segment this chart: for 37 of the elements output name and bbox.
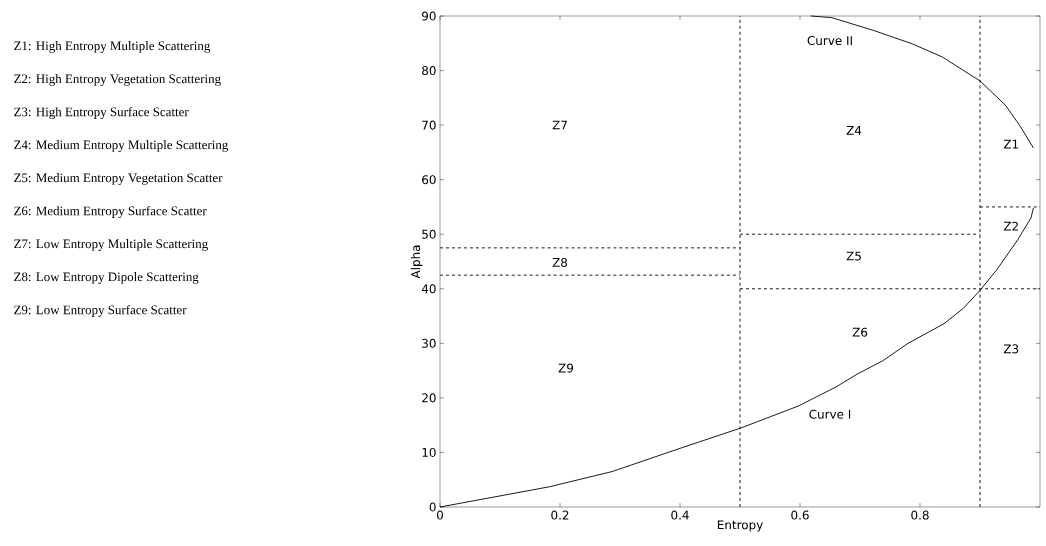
text: Z1: High Entropy Multiple Scattering	[14, 41, 211, 53]
text: Z4: Medium Entropy Multiple Scattering	[14, 140, 229, 152]
y-tick-label: 30	[422, 338, 436, 348]
annotation: Curve II	[807, 36, 852, 46]
text: Z9: Low Entropy Surface Scatter	[14, 305, 187, 317]
y-tick-label: 40	[421, 284, 436, 294]
annotation: Z3	[1003, 344, 1019, 354]
annotation: Z8	[552, 257, 568, 268]
y-axis-title: Alpha	[410, 245, 423, 279]
y-tick-label: 60	[422, 175, 436, 185]
annotation: Z5	[846, 251, 861, 261]
y-tick-label: 50	[422, 229, 436, 239]
annotation: Z4	[846, 126, 862, 135]
y-tick-label: 70	[422, 120, 436, 130]
annotation: Z9	[558, 363, 574, 373]
y-tick-label: 0	[429, 502, 436, 512]
text: Z8: Low Entropy Dipole Scattering	[14, 272, 199, 284]
y-tick-label: 10	[422, 447, 436, 457]
annotation: Z6	[852, 327, 868, 337]
x-axis-title: Entropy	[717, 520, 763, 532]
text: Z6: Medium Entropy Surface Scatter	[14, 206, 207, 218]
x-tick-label: 0	[436, 510, 444, 520]
annotation: Z1	[1003, 139, 1018, 149]
text: Z5: Medium Entropy Vegetation Scatter	[14, 173, 223, 185]
text: Z2: High Entropy Vegetation Scattering	[14, 74, 221, 86]
y-tick-label: 20	[422, 393, 436, 403]
annotation: Curve I	[809, 409, 851, 419]
x-tick-label: 0.6	[791, 510, 809, 520]
annotation: Z7	[552, 120, 567, 130]
x-tick-label: 0.8	[911, 510, 929, 520]
annotation: Z2	[1003, 221, 1018, 231]
x-tick-label: 0.4	[671, 510, 689, 520]
x-tick-label: 0.2	[551, 510, 569, 520]
y-tick-label: 80	[422, 66, 436, 76]
text: Z7: Low Entropy Multiple Scattering	[14, 239, 208, 251]
text: Z3: High Entropy Surface Scatter	[14, 107, 189, 119]
y-tick-label: 90	[422, 11, 436, 21]
